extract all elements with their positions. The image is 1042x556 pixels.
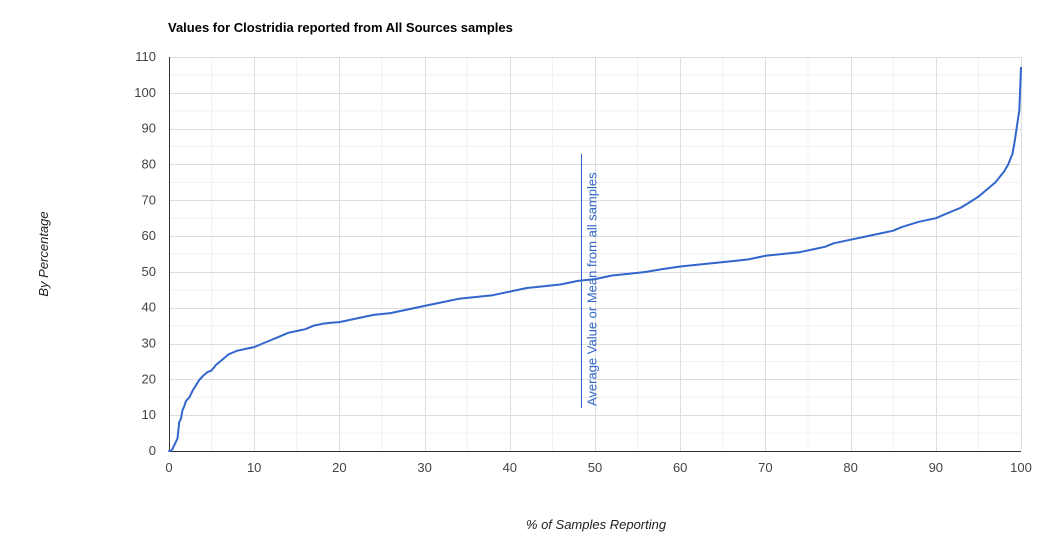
series-line bbox=[168, 66, 1022, 452]
y-tick-label: 20 bbox=[142, 371, 156, 386]
x-axis: 0 10 20 30 40 50 60 70 80 90 100 bbox=[165, 460, 1031, 475]
series-layer bbox=[168, 66, 1022, 452]
y-tick-label: 40 bbox=[142, 300, 156, 315]
x-tick-label: 30 bbox=[417, 460, 431, 475]
y-tick-label: 10 bbox=[142, 407, 156, 422]
y-tick-label: 70 bbox=[142, 192, 156, 207]
y-tick-label: 110 bbox=[135, 49, 156, 64]
y-tick-label: 90 bbox=[142, 121, 156, 136]
y-tick-label: 30 bbox=[142, 336, 156, 351]
grid-layer bbox=[169, 57, 1022, 452]
y-axis: 0 10 20 30 40 50 60 70 80 90 100 110 bbox=[134, 49, 156, 458]
y-tick-label: 50 bbox=[142, 264, 156, 279]
x-axis-title: % of Samples Reporting bbox=[526, 517, 667, 532]
x-tick-label: 80 bbox=[843, 460, 857, 475]
y-tick-label: 80 bbox=[142, 156, 156, 171]
y-tick-label: 0 bbox=[149, 443, 156, 458]
mean-annotation-label: Average Value or Mean from all samples bbox=[585, 172, 600, 406]
x-tick-label: 10 bbox=[247, 460, 261, 475]
x-tick-label: 50 bbox=[588, 460, 602, 475]
x-tick-label: 40 bbox=[503, 460, 517, 475]
x-tick-label: 60 bbox=[673, 460, 687, 475]
x-tick-label: 90 bbox=[929, 460, 943, 475]
y-tick-label: 60 bbox=[142, 228, 156, 243]
x-tick-label: 70 bbox=[758, 460, 772, 475]
x-tick-label: 20 bbox=[332, 460, 346, 475]
y-axis-title: By Percentage bbox=[36, 211, 51, 296]
chart-title: Values for Clostridia reported from All … bbox=[168, 20, 513, 35]
y-tick-label: 100 bbox=[134, 85, 156, 100]
x-tick-label: 0 bbox=[165, 460, 172, 475]
x-tick-label: 100 bbox=[1010, 460, 1032, 475]
